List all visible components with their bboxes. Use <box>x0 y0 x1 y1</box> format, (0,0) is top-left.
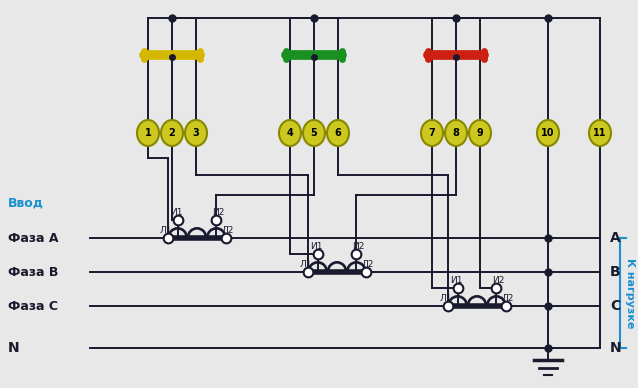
Text: 6: 6 <box>334 128 341 138</box>
Text: Л1: Л1 <box>300 260 312 269</box>
Text: Л1: Л1 <box>160 226 172 235</box>
Ellipse shape <box>303 120 325 146</box>
Ellipse shape <box>279 120 301 146</box>
Ellipse shape <box>469 120 491 146</box>
Text: Фаза С: Фаза С <box>8 300 58 312</box>
Text: 5: 5 <box>311 128 317 138</box>
Text: К нагрузке: К нагрузке <box>625 258 635 328</box>
Ellipse shape <box>421 120 443 146</box>
Text: А: А <box>610 231 621 245</box>
Text: Л2: Л2 <box>362 260 375 269</box>
Ellipse shape <box>185 120 207 146</box>
Text: Л1: Л1 <box>440 294 452 303</box>
Text: 9: 9 <box>477 128 484 138</box>
Text: 3: 3 <box>193 128 199 138</box>
Text: 10: 10 <box>541 128 555 138</box>
Text: B: B <box>610 265 621 279</box>
Ellipse shape <box>589 120 611 146</box>
Text: 1: 1 <box>145 128 151 138</box>
Text: Фаза А: Фаза А <box>8 232 59 244</box>
Ellipse shape <box>137 120 159 146</box>
Ellipse shape <box>161 120 183 146</box>
Ellipse shape <box>445 120 467 146</box>
Ellipse shape <box>327 120 349 146</box>
Ellipse shape <box>537 120 559 146</box>
Text: 11: 11 <box>593 128 607 138</box>
Text: И1: И1 <box>450 276 463 285</box>
Text: И2: И2 <box>492 276 504 285</box>
Text: С: С <box>610 299 620 313</box>
Text: И2: И2 <box>352 242 364 251</box>
Text: И1: И1 <box>170 208 182 217</box>
Text: Фаза B: Фаза B <box>8 265 58 279</box>
Text: 4: 4 <box>286 128 293 138</box>
Text: Л2: Л2 <box>222 226 234 235</box>
Text: И2: И2 <box>212 208 224 217</box>
Text: 7: 7 <box>429 128 435 138</box>
Text: N: N <box>610 341 621 355</box>
Text: N: N <box>8 341 20 355</box>
Text: Л2: Л2 <box>502 294 514 303</box>
Text: 2: 2 <box>168 128 175 138</box>
Text: 8: 8 <box>452 128 459 138</box>
Text: И1: И1 <box>310 242 322 251</box>
Text: Ввод: Ввод <box>8 197 44 210</box>
